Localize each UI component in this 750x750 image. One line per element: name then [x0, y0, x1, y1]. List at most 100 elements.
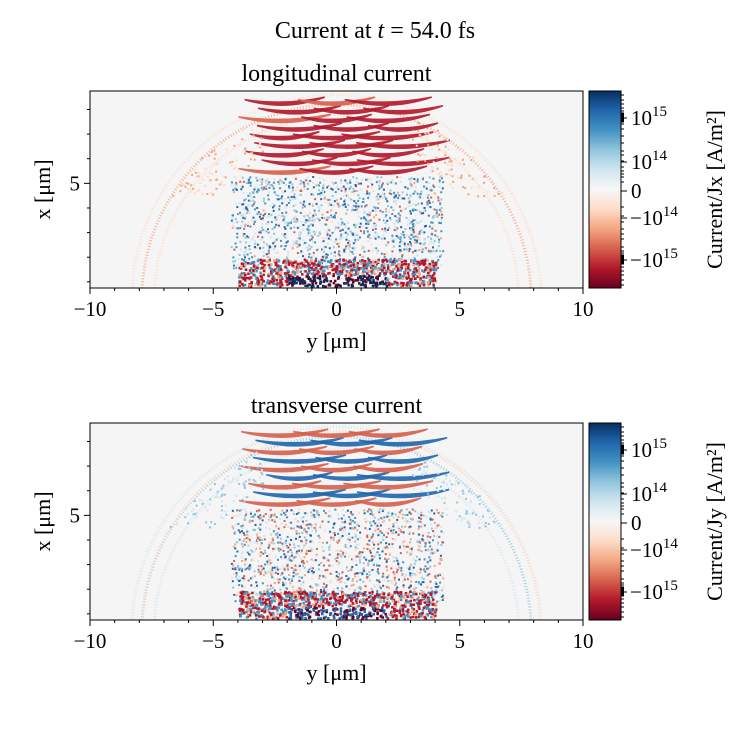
- heatmap-cell: [416, 254, 419, 257]
- heatmap-cell: [399, 596, 402, 600]
- heatmap-cell: [446, 139, 449, 142]
- heatmap-cell: [373, 555, 376, 558]
- heatmap-cell: [342, 264, 346, 268]
- heatmap-cell: [302, 255, 305, 258]
- heatmap-cell: [303, 604, 306, 607]
- heatmap-cell: [372, 270, 376, 274]
- heatmap-cell: [267, 571, 270, 574]
- heatmap-cell: [240, 188, 243, 191]
- heatmap-cell: [262, 567, 265, 570]
- heatmap-cell: [295, 532, 298, 535]
- heatmap-cell: [238, 280, 242, 284]
- heatmap-cell: [271, 539, 274, 542]
- heatmap-cell: [404, 244, 407, 247]
- heatmap-cell: [302, 181, 305, 184]
- heatmap-cell: [413, 562, 416, 565]
- heatmap-cell: [238, 465, 241, 468]
- heatmap-cell: [395, 193, 398, 196]
- heatmap-cell: [382, 592, 386, 596]
- heatmap-cell: [384, 229, 387, 232]
- heatmap-cell: [278, 183, 281, 186]
- heatmap-cell: [432, 250, 435, 253]
- heatmap-cell: [374, 602, 378, 605]
- heatmap-cell: [413, 598, 416, 602]
- heatmap-cell: [409, 512, 412, 515]
- colorbar-tick-exponent: 14: [663, 204, 679, 220]
- heatmap-cell: [367, 239, 370, 242]
- heatmap-cell: [354, 607, 357, 611]
- heatmap-cell: [307, 267, 311, 271]
- heatmap-cell: [469, 499, 472, 502]
- heatmap-cell: [304, 270, 307, 273]
- heatmap-cell: [381, 184, 384, 187]
- heatmap-cell: [437, 196, 440, 199]
- heatmap-cell: [387, 604, 390, 608]
- heatmap-cell: [259, 528, 262, 531]
- heatmap-cell: [260, 538, 263, 541]
- heatmap-cell: [422, 243, 425, 246]
- heatmap-cell: [369, 549, 372, 552]
- heatmap-cell: [434, 551, 437, 554]
- heatmap-cell: [327, 216, 330, 219]
- heatmap-cell: [278, 595, 282, 598]
- heatmap-cell: [318, 593, 321, 597]
- heatmap-cell: [410, 179, 413, 182]
- heatmap-cell: [379, 267, 383, 270]
- heatmap-cell: [376, 509, 379, 512]
- heatmap-cell: [397, 197, 400, 200]
- heatmap-cell: [501, 191, 504, 194]
- heatmap-cell: [257, 282, 260, 286]
- heatmap-cell: [410, 548, 413, 551]
- heatmap-cell: [253, 196, 256, 199]
- heatmap-cell: [400, 263, 403, 267]
- heatmap-cell: [361, 178, 364, 181]
- heatmap-cell: [266, 588, 269, 591]
- heatmap-cell: [405, 277, 409, 280]
- heatmap-cell: [357, 604, 360, 608]
- heatmap-cell: [395, 557, 398, 560]
- heatmap-cell: [387, 226, 390, 229]
- heatmap-cell: [366, 520, 369, 523]
- heatmap-cell: [378, 522, 381, 525]
- heatmap-cell: [240, 525, 243, 528]
- heatmap-cell: [430, 267, 434, 271]
- heatmap-cell: [282, 261, 285, 264]
- heatmap-cell: [325, 253, 328, 256]
- heatmap-cell: [430, 548, 433, 551]
- heatmap-cell: [431, 600, 434, 604]
- heatmap-cell: [328, 544, 331, 547]
- heatmap-cell: [428, 225, 431, 228]
- heatmap-cell: [268, 266, 272, 270]
- heatmap-cell: [241, 577, 244, 580]
- heatmap-cell: [354, 517, 357, 520]
- heatmap-cell: [288, 281, 292, 284]
- heatmap-cell: [396, 568, 399, 571]
- colorbar-tick-base: 10: [631, 106, 652, 130]
- heatmap-cell: [358, 591, 361, 594]
- heatmap-cell: [248, 284, 251, 287]
- heatmap-cell: [296, 245, 299, 248]
- heatmap-cell: [270, 185, 273, 188]
- heatmap-cell: [426, 268, 430, 272]
- heatmap-cell: [297, 611, 300, 615]
- heatmap-cell: [282, 511, 285, 514]
- heatmap-cell: [351, 205, 354, 208]
- heatmap-cell: [261, 266, 264, 269]
- heatmap-cell: [358, 559, 361, 562]
- heatmap-cell: [382, 609, 386, 612]
- heatmap-cell: [413, 231, 416, 234]
- heatmap-cell: [404, 262, 408, 266]
- heatmap-cell: [442, 250, 445, 253]
- heatmap-cell: [259, 462, 262, 465]
- heatmap-cell: [419, 517, 422, 520]
- heatmap-cell: [393, 560, 396, 563]
- heatmap-cell: [268, 527, 271, 530]
- heatmap-cell: [318, 574, 321, 577]
- heatmap-cell: [283, 226, 286, 229]
- heatmap-cell: [363, 547, 366, 550]
- heatmap-cell: [397, 563, 400, 566]
- heatmap-cell: [314, 600, 317, 603]
- heatmap-cell: [347, 283, 350, 287]
- heatmap-cell: [406, 270, 410, 274]
- heatmap-cell: [398, 511, 401, 514]
